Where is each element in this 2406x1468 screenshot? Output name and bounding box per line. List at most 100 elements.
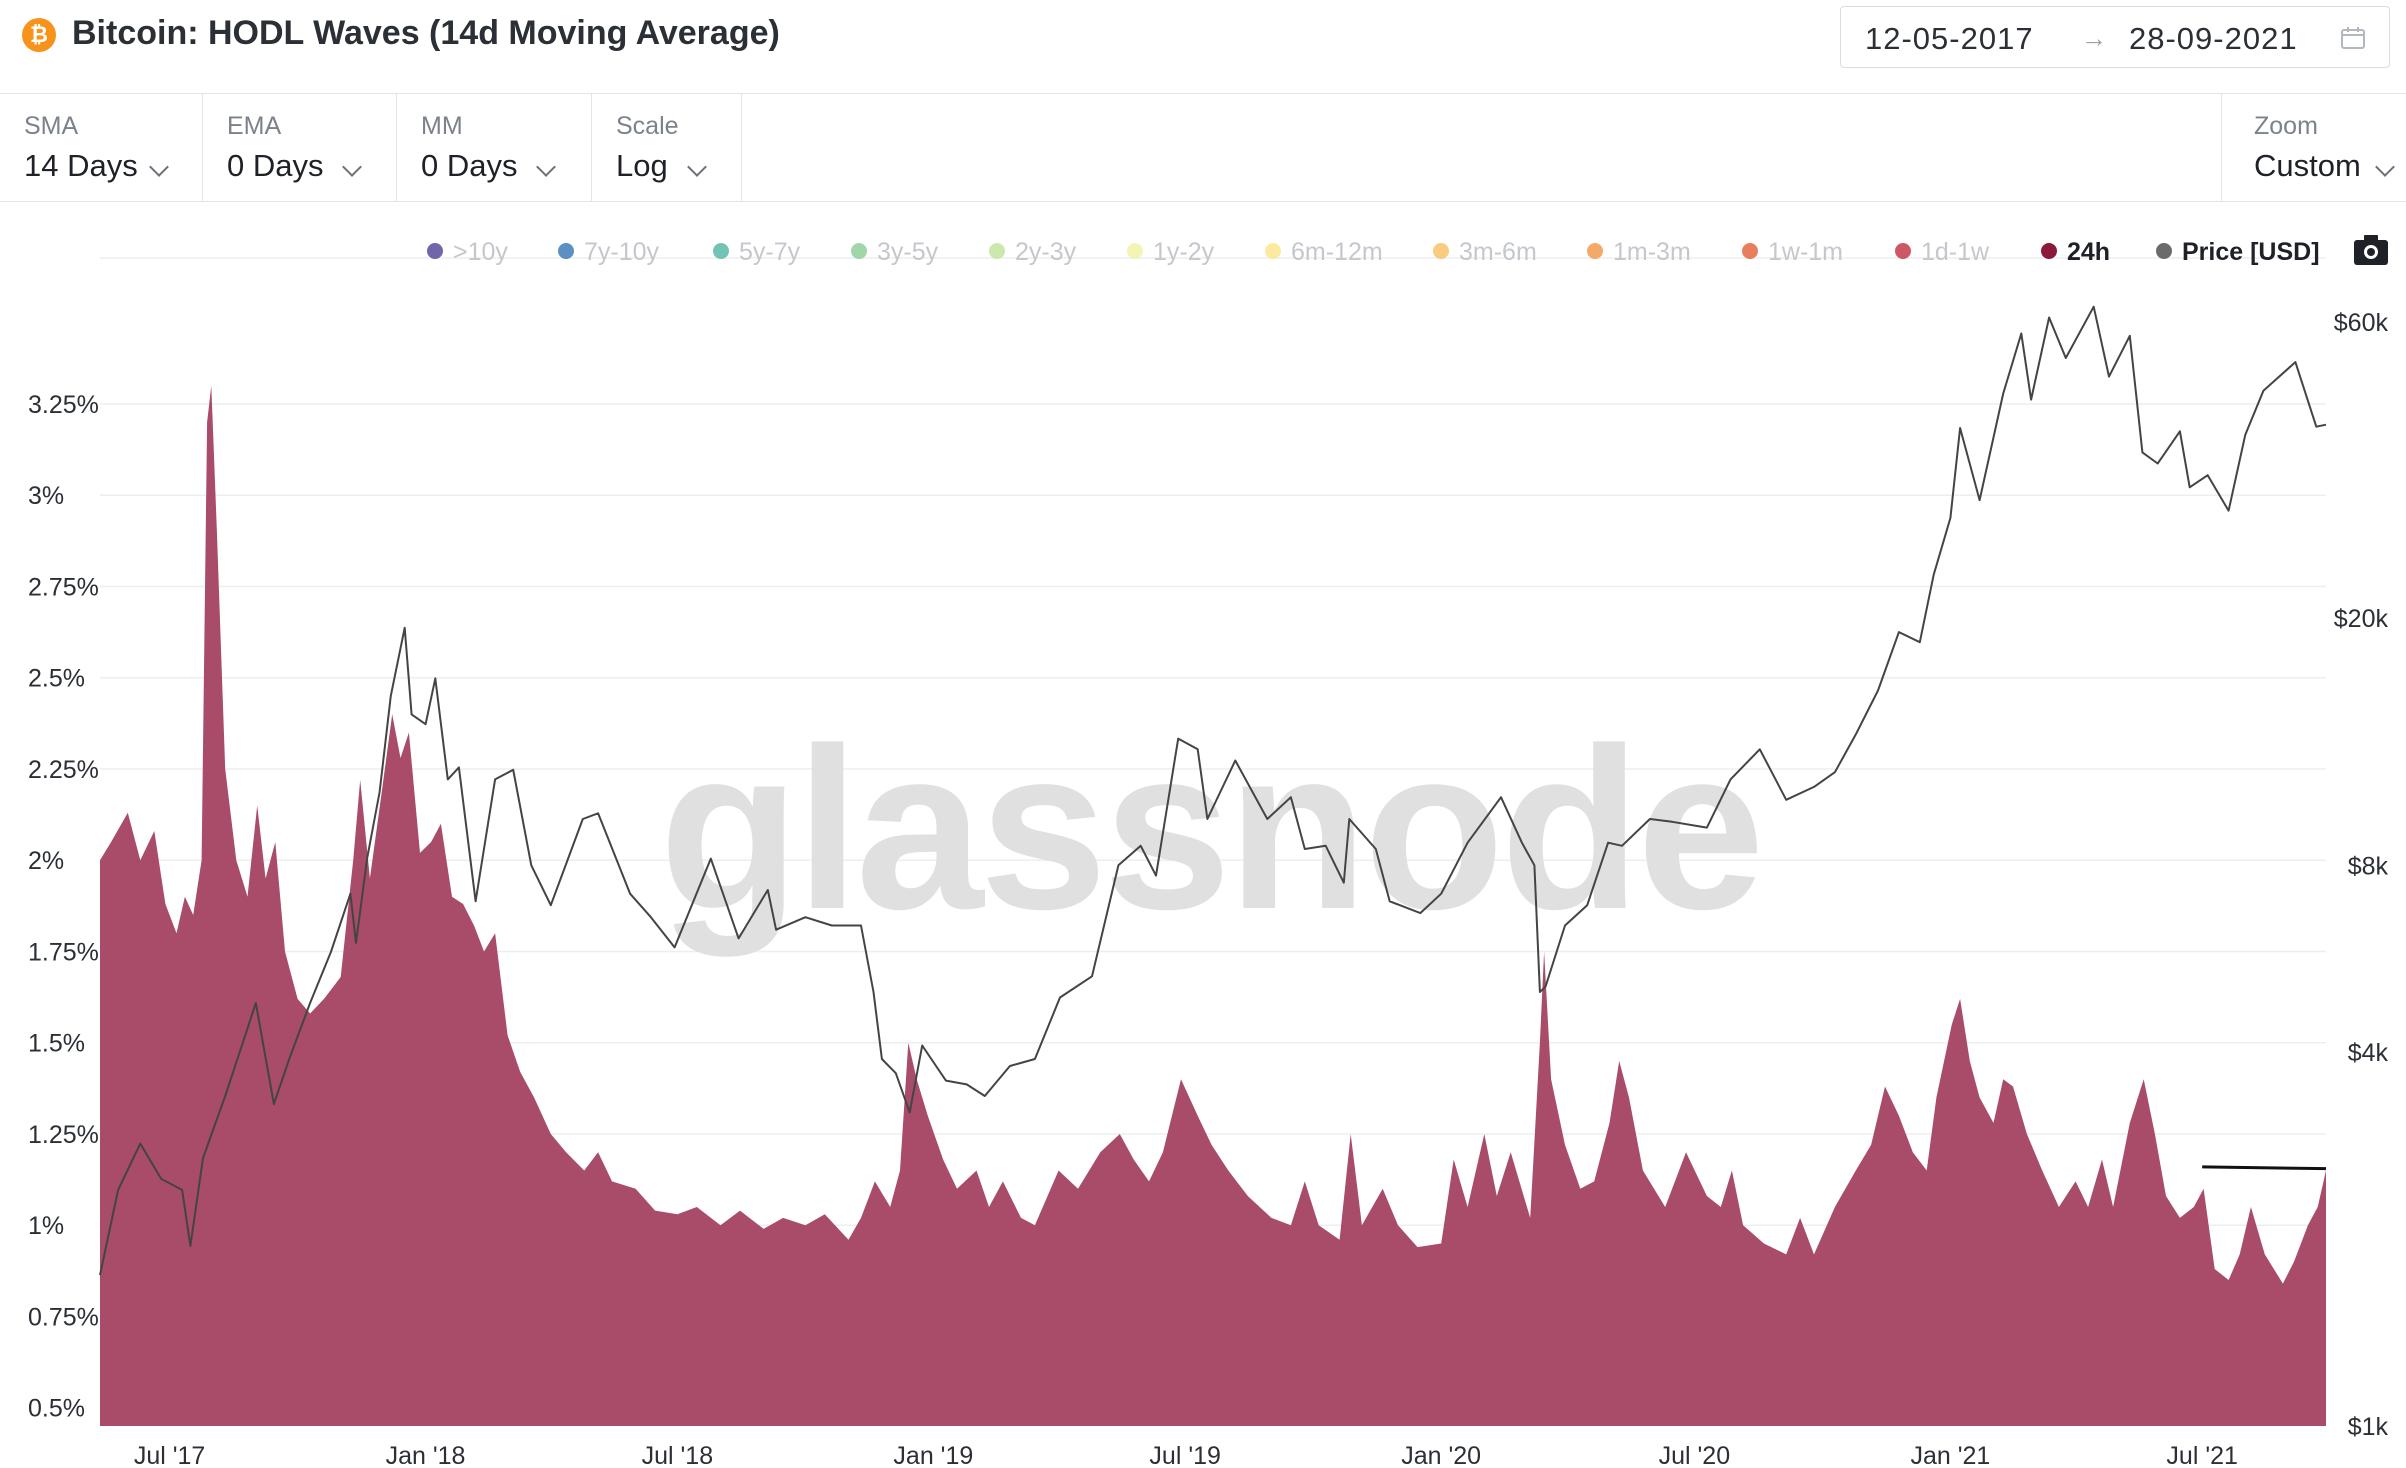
zoom-dropdown[interactable]: Zoom Custom [2221,94,2406,201]
x-tick-label: Jan '21 [1910,1442,1990,1468]
legend-item[interactable]: 1y-2y [1127,238,1215,266]
sma-label: SMA [24,112,79,140]
scale-dropdown[interactable]: Scale Log [592,94,742,201]
legend-marker [1433,243,1449,259]
legend-item[interactable]: 2y-3y [989,238,1077,266]
y-right-tick-label: $1k [2348,1413,2389,1441]
y-right-tick-label: $8k [2348,852,2389,880]
x-tick-label: Jul '19 [1149,1442,1220,1468]
legend-marker [2041,243,2057,259]
legend-label: >10y [453,238,508,266]
legend-marker [1587,243,1603,259]
date-range-picker[interactable]: 12-05-2017 → 28-09-2021 [1840,6,2390,68]
y-left-tick-label: 2% [28,847,64,875]
sma-dropdown[interactable]: SMA 14 Days [0,94,203,201]
page-title: Bitcoin: HODL Waves (14d Moving Average) [72,14,780,52]
date-to-input[interactable]: 28-09-2021 [2129,21,2298,56]
legend-marker [1127,243,1143,259]
mm-value: 0 Days [421,148,518,183]
calendar-icon[interactable] [2341,27,2365,49]
trend-line [2202,1165,2327,1171]
legend-marker [2156,243,2172,259]
y-right-tick-label: $4k [2348,1039,2389,1067]
y-left-tick-label: 2.75% [28,573,99,601]
y-left-tick-label: 2.5% [28,665,85,693]
legend-label: 3y-5y [877,238,939,266]
zoom-value: Custom [2254,148,2361,183]
zoom-label: Zoom [2254,112,2318,140]
camera-top [2364,235,2378,242]
legend-item[interactable]: 1w-1m [1742,238,1843,266]
legend-label: 2y-3y [1015,238,1077,266]
legend-item[interactable]: Price [USD] [2156,238,2320,266]
watermark-text: glassnode [659,700,1761,957]
legend-item[interactable]: 24h [2041,238,2110,266]
bitcoin-icon: ₿ [22,18,56,52]
legend-marker [558,243,574,259]
legend-marker [427,243,443,259]
legend-marker [1895,243,1911,259]
sma-value: 14 Days [24,148,138,183]
legend-label: 1w-1m [1768,238,1843,266]
legend-label: Price [USD] [2182,238,2320,266]
chevron-down-icon [2375,157,2395,177]
legend-marker [851,243,867,259]
ema-label: EMA [227,112,282,140]
y-right-tick-label: $20k [2334,605,2389,633]
legend-item[interactable]: 1d-1w [1895,238,1990,266]
legend-label: 5y-7y [739,238,801,266]
legend-label: 3m-6m [1459,238,1537,266]
camera-lens-inner [2367,248,2375,256]
chevron-down-icon [342,157,362,177]
y-left-tick-label: 1.25% [28,1121,99,1149]
legend-label: 1m-3m [1613,238,1691,266]
series-area-24h [100,385,2326,1427]
y-left-tick-label: 1.5% [28,1030,85,1058]
scale-label: Scale [616,112,679,140]
legend-item[interactable]: 6m-12m [1265,238,1383,266]
y-left-tick-label: 0.5% [28,1395,85,1423]
legend-item[interactable]: >10y [427,238,508,266]
legend-item[interactable]: 3y-5y [851,238,939,266]
legend-item[interactable]: 1m-3m [1587,238,1691,266]
x-tick-label: Jul '20 [1659,1442,1730,1468]
legend-marker [989,243,1005,259]
x-tick-label: Jan '19 [893,1442,973,1468]
series-line-price [99,305,2327,1276]
legend-label: 7y-10y [584,238,660,266]
y-left-tick-label: 0.75% [28,1303,99,1331]
y-right-tick-label: $60k [2334,309,2389,337]
x-tick-label: Jan '18 [386,1442,466,1468]
legend-label: 24h [2067,238,2110,266]
ema-value: 0 Days [227,148,324,183]
hodl-waves-chart: glassnode 0.5% 0.75% 1% 1.25% 1.5% 1.75% 2% 2.25… [28,235,2389,1468]
scale-value: Log [616,148,668,183]
y-left-tick-label: 1% [28,1212,64,1240]
camera-icon[interactable] [2354,235,2388,265]
legend-label: 1y-2y [1153,238,1215,266]
legend-item[interactable]: 5y-7y [713,238,801,266]
x-tick-label: Jul '17 [134,1442,205,1468]
chevron-down-icon [149,157,169,177]
legend-item[interactable]: 7y-10y [558,238,660,266]
x-tick-label: Jul '21 [2166,1442,2237,1468]
y-left-tick-label: 2.25% [28,756,99,784]
y-left-tick-label: 3.25% [28,391,99,419]
x-tick-label: Jan '20 [1401,1442,1481,1468]
legend-marker [1742,243,1758,259]
mm-label: MM [421,112,463,140]
date-from-input[interactable]: 12-05-2017 [1865,21,2034,56]
legend-label: 6m-12m [1291,238,1383,266]
y-left-tick-label: 3% [28,482,64,510]
chevron-down-icon [687,157,707,177]
legend-label: 1d-1w [1921,238,1990,266]
legend-item[interactable]: 3m-6m [1433,238,1537,266]
legend-marker [1265,243,1281,259]
arrow-right-icon: → [2081,23,2107,53]
ema-dropdown[interactable]: EMA 0 Days [203,94,397,201]
chart-controls: SMA 14 Days EMA 0 Days MM 0 Days Scale L… [0,93,2406,202]
header: ₿ Bitcoin: HODL Waves (14d Moving Averag… [0,0,2406,94]
y-left-tick-label: 1.75% [28,938,99,966]
mm-dropdown[interactable]: MM 0 Days [397,94,592,201]
chevron-down-icon [536,157,556,177]
